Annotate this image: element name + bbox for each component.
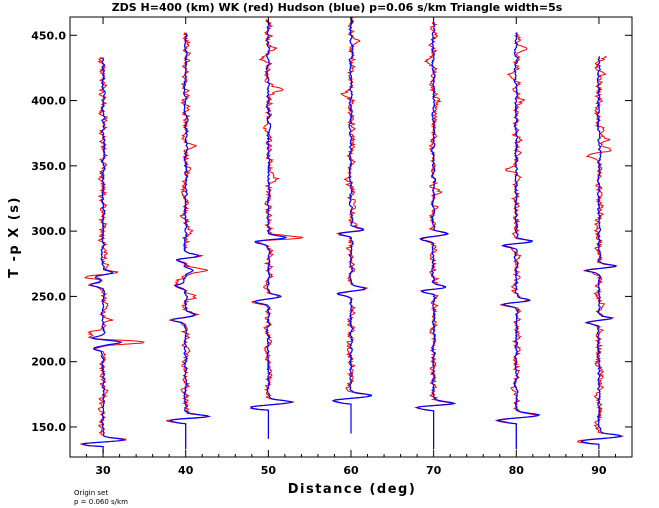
hudson-trace <box>81 57 126 454</box>
wk-trace <box>250 19 303 439</box>
hudson-trace <box>415 21 457 450</box>
y-tick-label: 400.0 <box>31 95 66 108</box>
x-tick-label: 70 <box>426 464 442 477</box>
hudson-trace <box>580 56 623 450</box>
x-axis-label: Distance (deg) <box>288 482 417 497</box>
hudson-trace <box>169 32 212 450</box>
slowness-note: p = 0.060 s/km <box>74 498 128 506</box>
y-tick-label: 450.0 <box>31 29 66 42</box>
y-tick-label: 300.0 <box>31 225 66 238</box>
wk-trace <box>80 57 145 454</box>
hudson-trace <box>495 32 541 450</box>
y-tick-label: 200.0 <box>31 356 66 369</box>
wk-trace <box>165 32 209 450</box>
origin-note: Origin set <box>74 489 108 497</box>
x-tick-label: 60 <box>343 464 359 477</box>
x-tick-label: 40 <box>178 464 194 477</box>
y-tick-label: 250.0 <box>31 290 66 303</box>
x-tick-label: 30 <box>95 464 111 477</box>
hudson-trace <box>331 16 373 434</box>
chart-title: ZDS H=400 (km) WK (red) Hudson (blue) p=… <box>112 1 563 14</box>
x-tick-label: 90 <box>591 464 607 477</box>
y-axis: 150.0 200.0 250.0 300.0 350.0 400.0 450.0 <box>31 29 632 434</box>
y-tick-label: 150.0 <box>31 421 66 434</box>
traces-group <box>80 16 623 454</box>
hudson-trace <box>250 19 292 439</box>
x-tick-label: 50 <box>261 464 277 477</box>
y-axis-label: T -p X (s) <box>7 196 22 278</box>
x-axis: 30 40 50 60 70 80 90 <box>69 17 633 477</box>
y-tick-label: 350.0 <box>31 160 66 173</box>
x-tick-label: 80 <box>509 464 525 477</box>
wk-trace <box>331 16 372 434</box>
